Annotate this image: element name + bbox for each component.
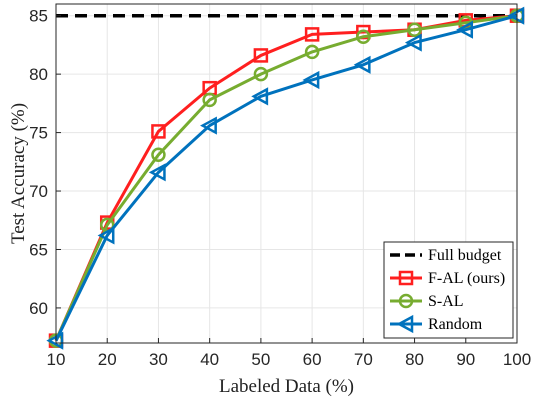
y-tick-label: 85 (29, 7, 48, 26)
data-point (353, 55, 371, 74)
data-point (251, 87, 269, 106)
data-point (356, 29, 371, 44)
legend-item: S-AL (390, 293, 464, 310)
x-tick-label: 60 (303, 350, 322, 369)
x-tick-label: 40 (200, 350, 219, 369)
x-tick-label: 70 (354, 350, 373, 369)
legend-swatch-marker (396, 314, 414, 334)
x-tick-label: 20 (98, 350, 117, 369)
data-point (407, 22, 422, 37)
data-point (456, 20, 474, 39)
legend-item: Full budget (390, 247, 502, 264)
data-point (97, 226, 115, 245)
legend: Full budget F-AL (ours) S-AL Random (383, 241, 514, 339)
x-tick-label: 80 (405, 350, 424, 369)
data-point (148, 163, 166, 182)
data-point (404, 33, 422, 52)
series-lines (46, 6, 525, 350)
x-tick-label: 100 (503, 350, 531, 369)
legend-label: F-AL (ours) (428, 270, 505, 287)
plot-frame (55, 3, 518, 344)
data-point (151, 147, 166, 163)
y-tick-label: 60 (29, 299, 48, 318)
y-tick-label: 70 (29, 182, 48, 201)
y-tick-label: 80 (29, 65, 48, 84)
series-line (54, 14, 518, 342)
data-point (253, 48, 269, 63)
legend-item: F-AL (ours) (390, 270, 505, 287)
grid-lines (55, 4, 518, 343)
legend-swatch-marker (398, 293, 414, 309)
y-tick-label: 75 (29, 124, 48, 143)
x-axis-label: Labeled Data (%) (219, 376, 354, 397)
y-axis-label: Test Accuracy (%) (8, 103, 29, 244)
data-point (304, 44, 320, 60)
data-point (151, 124, 166, 139)
data-point (200, 116, 217, 135)
legend-label: S-AL (428, 293, 464, 310)
data-point (302, 70, 320, 90)
axes (55, 3, 518, 344)
data-point (202, 92, 217, 108)
x-tick-label: 50 (251, 350, 270, 369)
legend-label: Full budget (428, 247, 502, 264)
legend-swatch-marker (398, 270, 414, 286)
x-tick-label: 10 (47, 350, 66, 369)
data-point (304, 27, 320, 42)
x-tick-label: 90 (456, 350, 475, 369)
legend-box (383, 241, 514, 339)
tick-labels: 10 20 30 40 50 60 70 80 90 100 60 65 70 75 80 85 (29, 7, 531, 369)
data-point (253, 66, 269, 82)
legend-label: Random (428, 316, 483, 333)
legend-item: Random (390, 314, 483, 334)
x-tick-label: 30 (149, 350, 168, 369)
y-tick-label: 65 (29, 240, 48, 259)
series-line (54, 14, 518, 342)
